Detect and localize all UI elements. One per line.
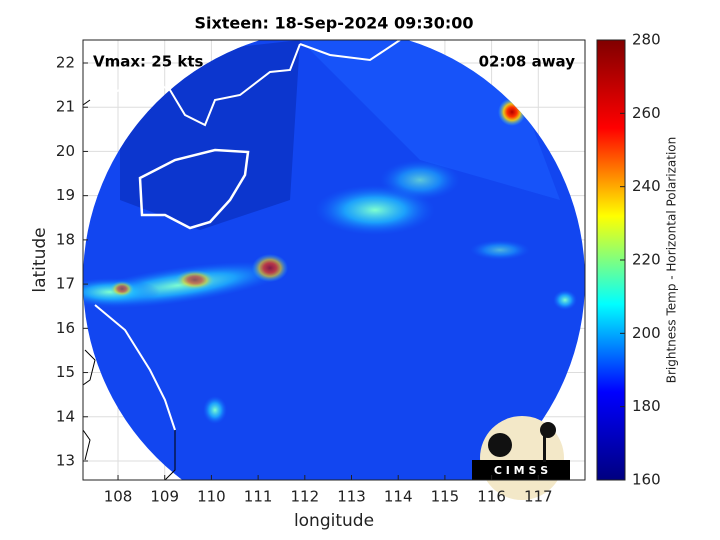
colorbar-tick-label: 280	[632, 31, 661, 49]
colorbar-label: Brightness Temp - Horizontal Polarizatio…	[665, 137, 679, 384]
chart-title: Sixteen: 18-Sep-2024 09:30:00	[194, 14, 473, 33]
x-tick-label: 115	[431, 488, 460, 506]
x-tick-label: 116	[477, 488, 506, 506]
y-tick-label: 21	[56, 98, 75, 116]
x-tick-label: 111	[244, 488, 273, 506]
x-axis-label: longitude	[294, 511, 374, 531]
y-axis-label: latitude	[30, 227, 50, 292]
colorbar-tick-label: 180	[632, 397, 661, 415]
y-tick-label: 16	[56, 319, 75, 337]
logo: C I M S S	[472, 416, 570, 500]
colorbar-tick-label: 240	[632, 177, 661, 195]
colorbar-tick-label: 160	[632, 471, 661, 489]
y-tick-label: 14	[56, 407, 75, 425]
x-tick-label: 113	[337, 488, 366, 506]
annotation: Vmax: 25 kts	[93, 53, 203, 71]
y-tick-label: 13	[56, 451, 75, 469]
y-tick-label: 20	[56, 142, 75, 160]
x-tick-label: 112	[290, 488, 319, 506]
x-tick-label: 114	[384, 488, 413, 506]
colorbar-tick-label: 220	[632, 251, 661, 269]
logo-text: C I M S S	[494, 464, 548, 477]
swath	[83, 40, 585, 480]
x-tick-label: 109	[150, 488, 179, 506]
y-tick-label: 19	[56, 186, 75, 204]
x-tick-label: 110	[197, 488, 226, 506]
y-tick-label: 17	[56, 275, 75, 293]
y-tick-label: 15	[56, 363, 75, 381]
colorbar-tick-label: 260	[632, 104, 661, 122]
colorbar-tick-label: 200	[632, 324, 661, 342]
x-tick-label: 108	[104, 488, 133, 506]
x-tick-label: 117	[524, 488, 553, 506]
y-tick-label: 18	[56, 230, 75, 248]
plot-frame	[82, 39, 586, 481]
y-tick-label: 22	[56, 53, 75, 71]
annotation: 02:08 away	[479, 53, 576, 71]
